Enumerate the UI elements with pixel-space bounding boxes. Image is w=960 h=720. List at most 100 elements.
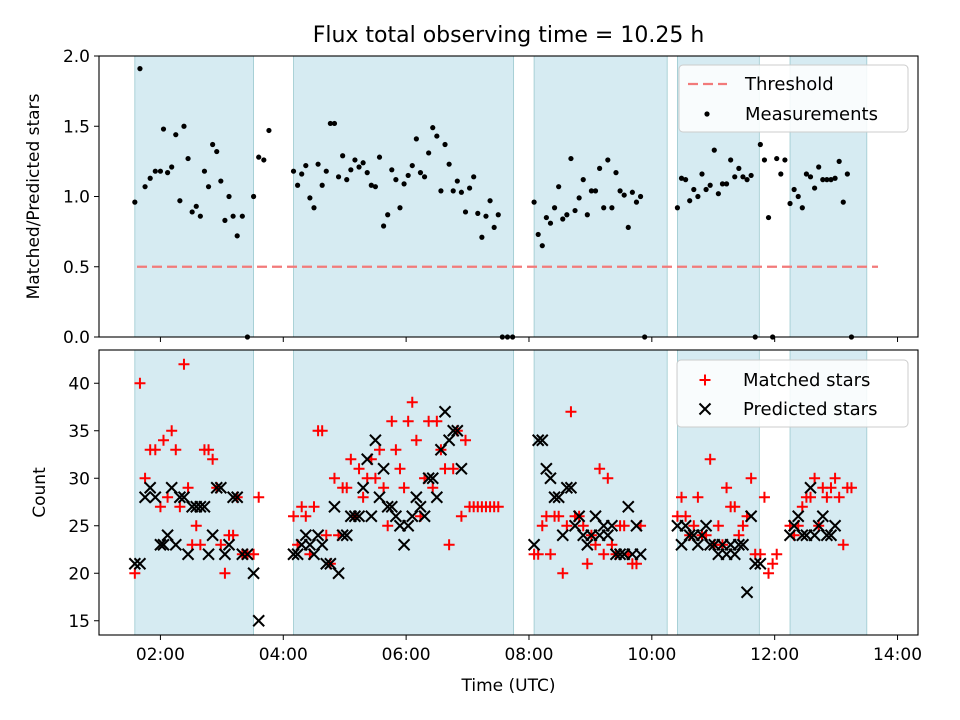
legend-label: Matched stars <box>743 370 870 391</box>
matched-stars-point <box>374 444 386 456</box>
measurement-point <box>820 177 826 183</box>
predicted-stars-point <box>556 529 569 542</box>
measurement-point <box>340 153 346 159</box>
measurement-point <box>446 161 452 167</box>
measurement-point <box>637 193 644 200</box>
measurement-point <box>687 198 693 204</box>
bottom-panel: 15 20 25 30 35 40 02:00 04:00 06:00 08:00 10:00 12:… <box>30 349 922 696</box>
measurement-point <box>799 205 805 211</box>
measurement-point <box>584 212 590 218</box>
matched-stars-point <box>557 567 569 579</box>
measurement-point <box>629 189 635 195</box>
measurement-point <box>732 174 738 180</box>
measurement-point <box>539 243 545 249</box>
matched-stars-point <box>763 567 775 579</box>
matched-stars-point <box>581 558 593 570</box>
x-tick-label: 02:00 <box>136 645 185 665</box>
measurement-point <box>748 172 754 179</box>
measurement-point <box>185 155 191 162</box>
predicted-stars-point <box>613 548 627 561</box>
measurement-point <box>836 158 842 164</box>
predicted-stars-point <box>149 491 162 504</box>
matched-stars-point <box>598 548 610 560</box>
matched-stars-point <box>182 482 194 494</box>
measurement-point <box>376 154 383 160</box>
measurement-point <box>413 136 419 142</box>
y-tick-label: 1.0 <box>63 188 90 208</box>
matched-stars-point <box>410 434 422 446</box>
matched-stars-point <box>300 510 312 522</box>
matched-stars-point <box>382 520 394 532</box>
measurement-point <box>723 181 730 187</box>
measurement-point <box>601 205 607 211</box>
measurement-point <box>331 120 338 127</box>
observing-window <box>134 349 254 636</box>
matched-stars-point <box>227 529 239 541</box>
measurement-point <box>816 164 822 170</box>
measurement-point <box>197 213 203 219</box>
predicted-stars-point <box>369 434 382 447</box>
measurement-point <box>543 214 549 221</box>
measurement-point <box>765 214 772 221</box>
matched-stars-point <box>692 491 704 503</box>
predicted-stars-point <box>230 491 244 504</box>
measurement-point <box>617 188 623 194</box>
matched-stars-point <box>308 501 320 513</box>
matched-stars-point <box>590 539 602 551</box>
predicted-stars-point <box>744 510 758 523</box>
predicted-stars-point <box>691 538 705 551</box>
matched-stars-point <box>353 463 365 475</box>
measurement-point <box>409 162 415 169</box>
observing-window <box>134 55 254 338</box>
predicted-stars-point <box>181 548 195 561</box>
predicted-stars-point <box>754 557 767 570</box>
matched-stars-point <box>532 548 544 560</box>
measurement-point <box>580 177 586 183</box>
predicted-stars-point <box>291 548 304 561</box>
measurement-point <box>397 205 403 211</box>
predicted-stars-point <box>194 500 207 513</box>
measurement-point <box>744 177 750 183</box>
measurement-point <box>711 147 717 153</box>
measurement-point <box>256 154 262 160</box>
measurement-point <box>605 157 611 163</box>
predicted-stars-point <box>634 548 647 561</box>
predicted-stars-point <box>828 519 842 532</box>
measurement-point <box>193 203 199 209</box>
measurement-point <box>218 178 224 184</box>
measurement-point <box>535 231 541 238</box>
matched-stars-point <box>704 453 716 465</box>
matched-stars-point <box>577 520 589 532</box>
matched-stars-point <box>190 520 202 532</box>
matched-stars-point <box>809 472 821 484</box>
predicted-stars-point <box>548 491 561 504</box>
matched-stars-point <box>758 491 770 503</box>
predicted-stars-point <box>385 500 399 513</box>
measurement-point <box>356 164 362 170</box>
matched-stars-point <box>825 482 837 494</box>
predicted-stars-point <box>736 538 750 551</box>
matched-stars-point <box>594 463 606 475</box>
measurement-point <box>434 133 440 139</box>
matched-stars-point <box>162 491 174 503</box>
measurement-point <box>588 188 595 194</box>
legend-box <box>676 359 909 428</box>
matched-stars-point <box>406 396 418 408</box>
predicted-stars-point <box>169 538 182 551</box>
measurement-point <box>290 168 297 174</box>
legend-box <box>678 64 909 133</box>
measurement-point <box>592 188 599 194</box>
measurement-point <box>683 177 689 183</box>
legend-label: Threshold <box>744 74 834 95</box>
y-axis-label: Count <box>30 467 50 518</box>
matched-stars-point <box>602 472 614 484</box>
predicted-stars-point <box>418 510 431 523</box>
matched-stars-point <box>447 463 459 475</box>
measurement-point <box>840 199 846 205</box>
measurement-point <box>401 181 407 187</box>
matched-stars-point <box>178 358 190 370</box>
matched-stars-point <box>203 444 215 456</box>
predicted-stars-point <box>749 557 762 570</box>
y-tick-label: 25 <box>68 517 90 537</box>
measurement-point <box>323 168 329 174</box>
